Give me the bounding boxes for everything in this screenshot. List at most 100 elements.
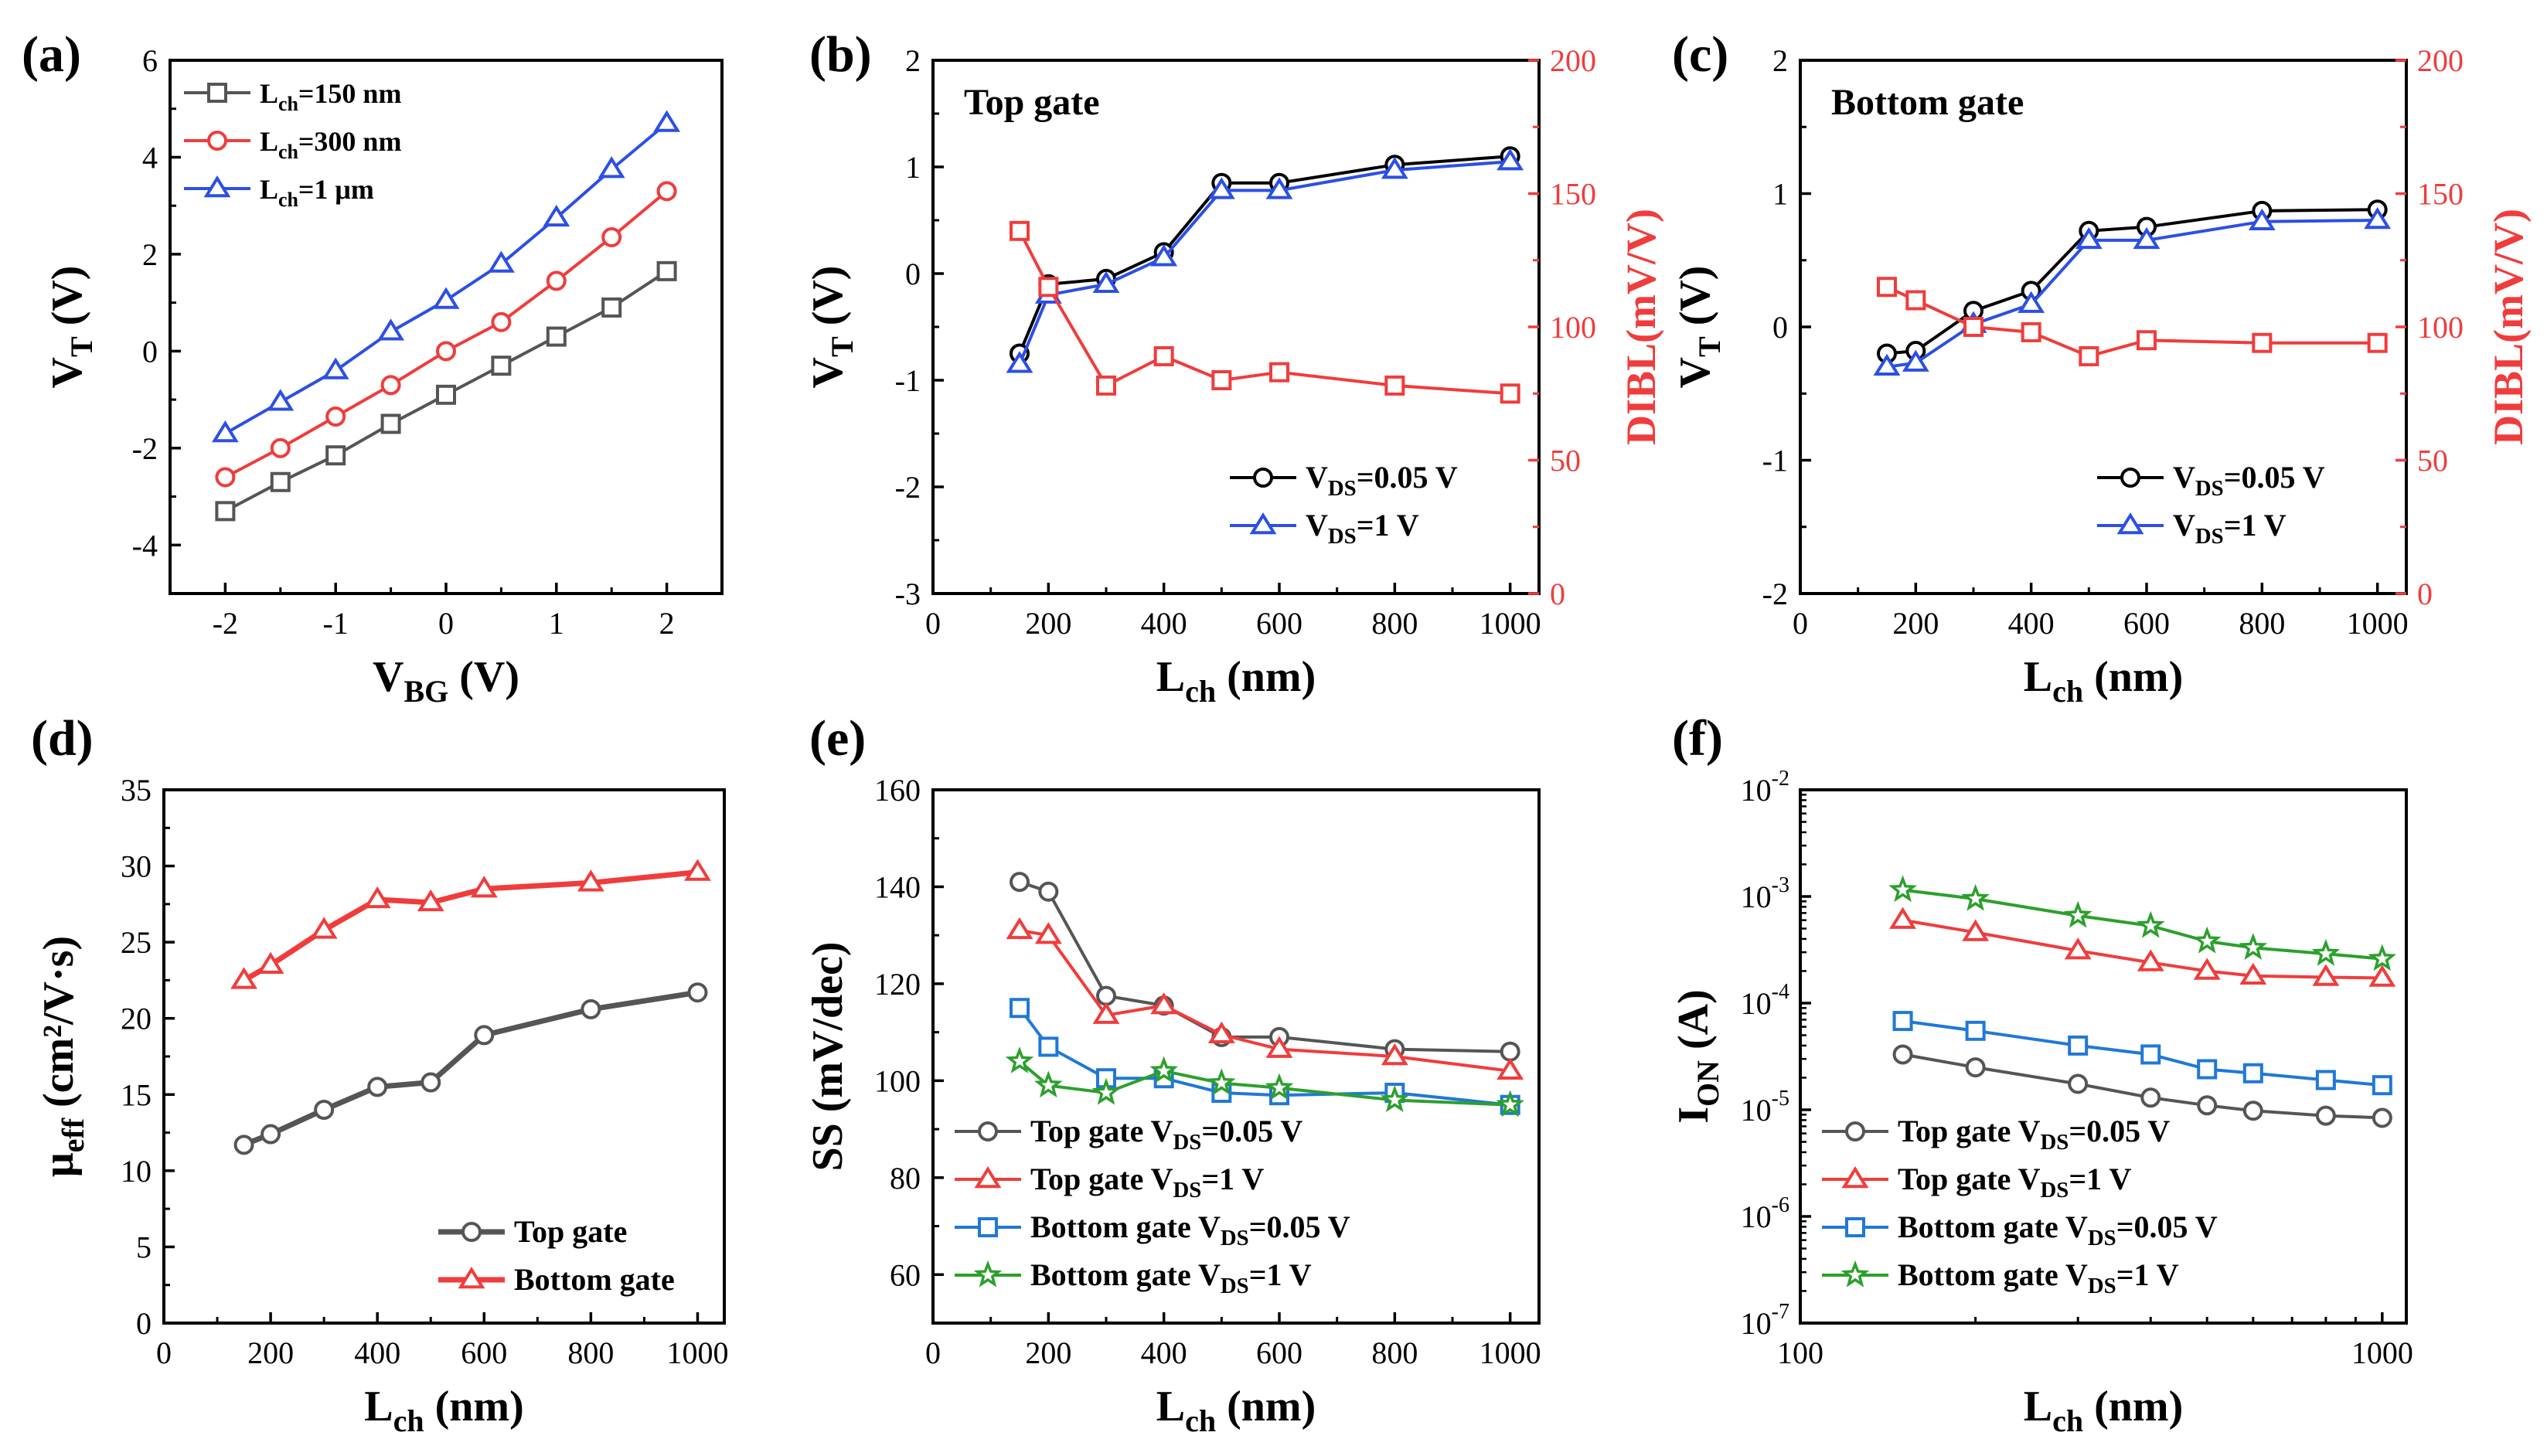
data-point — [546, 270, 567, 291]
y-tick-label: 0 — [142, 334, 158, 369]
panel-label-b: (b) — [809, 26, 872, 83]
data-point — [2364, 206, 2392, 230]
legend: Top gate Bottom gate — [438, 1214, 675, 1297]
data-point — [2315, 1070, 2336, 1090]
data-point — [1149, 1056, 1179, 1083]
data-point — [2021, 321, 2041, 342]
x-axis-label: Lch (nm) — [364, 1383, 523, 1438]
data-point — [436, 384, 456, 405]
legend-label: Lch=150 nm — [260, 78, 401, 115]
data-point — [601, 297, 622, 318]
y-tick-label: 0 — [136, 1306, 152, 1341]
data-point — [310, 917, 338, 939]
series-line — [1018, 155, 1510, 355]
y-tick-label: -2 — [895, 470, 921, 505]
data-point — [1265, 1073, 1294, 1101]
legend-label: Bottom gate — [514, 1262, 675, 1297]
data-point — [1384, 375, 1405, 396]
legend: Lch=150 nm Lch=300 nm Lch=1 μm — [184, 78, 401, 211]
y2-tick-label: 200 — [2417, 43, 2464, 78]
data-point — [1207, 177, 1235, 199]
data-point — [2192, 926, 2222, 954]
data-point — [1033, 1070, 1063, 1098]
y2-axis-label: DIBL(mV/V) — [1618, 209, 1664, 445]
data-point — [2197, 1095, 2218, 1116]
y2-tick-label: 200 — [1550, 43, 1596, 78]
x-tick-label: 0 — [156, 1335, 172, 1370]
series-2 — [1010, 220, 1520, 404]
legend-marker — [978, 1121, 998, 1141]
data-point — [474, 1025, 495, 1046]
data-point — [1500, 1041, 1520, 1062]
y2-tick-label: 150 — [1550, 177, 1596, 212]
data-point — [2368, 944, 2397, 971]
panel-label-f: (f) — [1672, 710, 1723, 767]
legend-label: Bottom gate VDS=1 V — [1030, 1257, 1312, 1298]
y2-tick-label: 150 — [2417, 177, 2464, 212]
x-tick-label: -1 — [323, 606, 349, 641]
data-point — [1497, 1057, 1524, 1080]
legend-marker — [203, 175, 231, 198]
y-tick-label: 2 — [1772, 43, 1788, 78]
data-point — [1010, 998, 1030, 1019]
data-point — [1497, 148, 1524, 171]
plot-frame — [162, 788, 726, 1325]
series-0 — [1010, 146, 1520, 364]
data-point — [380, 413, 401, 434]
series-2 — [1010, 998, 1520, 1115]
y-tick-label: 0 — [1772, 310, 1788, 345]
data-point — [1905, 290, 1926, 311]
y-tick-label: 1 — [1772, 177, 1788, 212]
series-line — [1902, 1053, 2382, 1120]
series-0 — [215, 260, 677, 522]
data-point — [2239, 933, 2268, 961]
y-tick-label: -4 — [132, 528, 158, 563]
data-point — [2367, 332, 2388, 353]
series-1 — [1873, 206, 2392, 376]
y-tick-label: 10-6 — [1741, 1193, 1789, 1234]
data-point — [546, 326, 567, 347]
data-point — [2242, 1063, 2263, 1083]
x-tick-label: 200 — [1025, 606, 1071, 641]
x-tick-label: 800 — [1371, 1335, 1418, 1370]
series-line — [243, 989, 699, 1148]
y-axis-label: μeff (cm²/V·s) — [35, 936, 90, 1177]
y-tick-label: 2 — [142, 237, 158, 272]
data-point — [257, 951, 284, 974]
x-axis-label: Lch (nm) — [1156, 653, 1316, 709]
legend-marker — [973, 1260, 1003, 1288]
data-point — [2372, 1107, 2392, 1128]
data-point — [377, 318, 405, 341]
legend-label: Top gate VDS=0.05 V — [1030, 1114, 1302, 1155]
data-point — [2197, 1059, 2218, 1080]
series-line — [1886, 208, 2378, 355]
x-tick-label: 1000 — [666, 1335, 728, 1370]
data-point — [267, 389, 295, 411]
legend-marker — [207, 131, 227, 151]
data-point — [684, 859, 711, 881]
panel-b: (b) 0 200 400 600 800 1000 -3 -2 -1 0 1 2 0 50 100 150 20… — [804, 26, 1664, 709]
plot-frame — [931, 59, 1541, 595]
data-point — [2311, 938, 2341, 966]
data-point — [322, 357, 349, 379]
data-point — [1211, 370, 1232, 390]
legend: Top gate VDS=0.05 V Top gate VDS=1 V Botto… — [955, 1114, 1350, 1298]
data-point — [2368, 964, 2396, 987]
legend-marker — [1249, 512, 1277, 535]
x-tick-label: 600 — [1256, 606, 1302, 641]
y-tick-label: 2 — [905, 43, 921, 78]
x-tick-label: 800 — [1371, 606, 1418, 641]
data-point — [1500, 383, 1520, 404]
legend-marker — [207, 83, 227, 103]
series-0 — [1010, 872, 1520, 1062]
panel-label-a: (a) — [22, 26, 81, 83]
legend-label: Lch=1 μm — [260, 174, 374, 211]
plot-frame — [931, 788, 1541, 1325]
x-tick-label: 400 — [1141, 606, 1187, 641]
data-point — [2064, 937, 2092, 960]
plot-frame — [1799, 59, 2408, 595]
data-point — [1380, 1085, 1409, 1113]
data-point — [1010, 872, 1030, 893]
data-point — [470, 876, 498, 898]
series-line — [1019, 880, 1510, 1053]
